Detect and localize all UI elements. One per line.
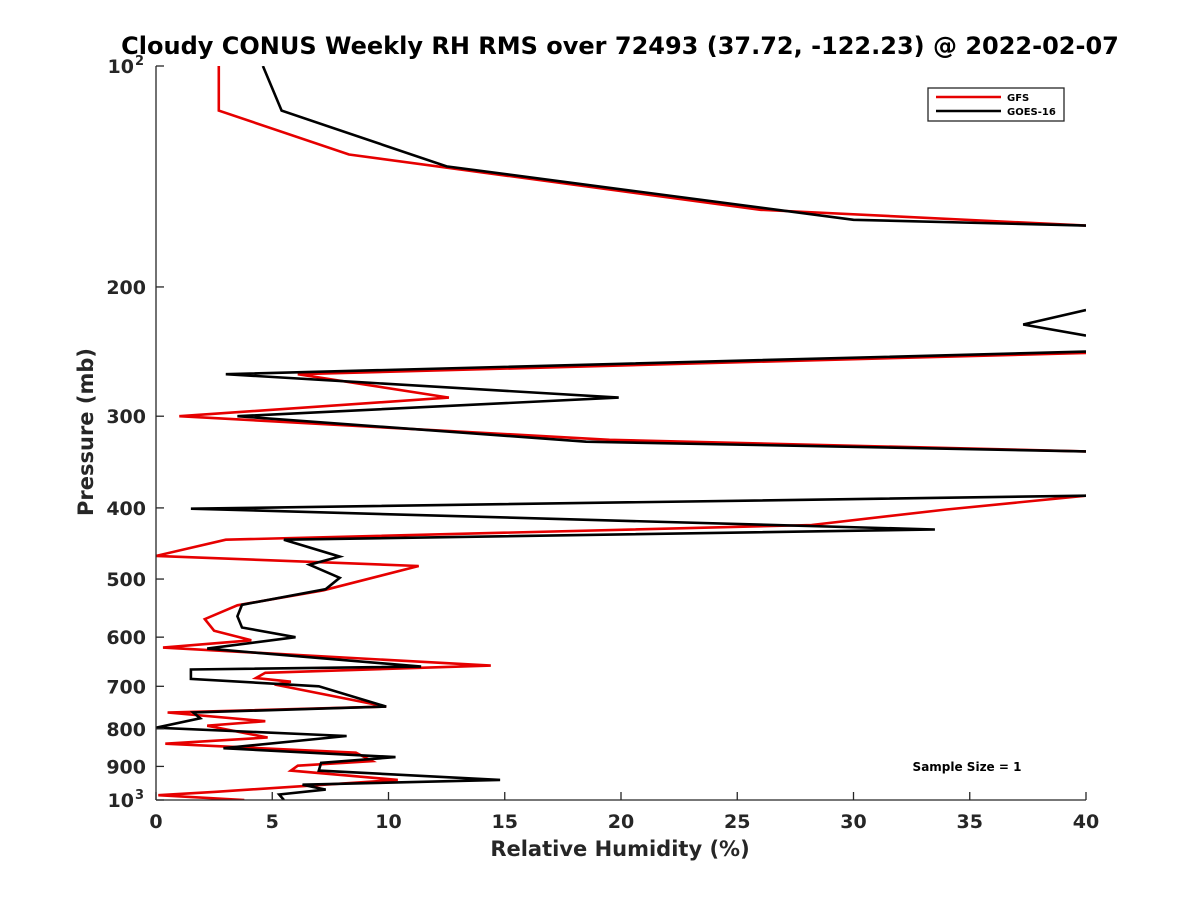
sample-size-annotation: Sample Size = 1	[913, 760, 1022, 774]
y-tick-exponent-100: 2	[135, 54, 144, 69]
x-tick-label-30: 30	[840, 811, 866, 833]
y-tick-label-700: 700	[106, 676, 146, 698]
y-tick-label-600: 600	[106, 627, 146, 649]
x-tick-label-5: 5	[266, 811, 279, 833]
y-tick-label-1000: 10	[108, 790, 134, 812]
x-tick-label-40: 40	[1073, 811, 1099, 833]
legend-box	[927, 87, 1065, 122]
legend-label-goes-16: GOES-16	[1007, 107, 1056, 118]
x-tick-label-25: 25	[724, 811, 750, 833]
y-tick-exponent-1000: 3	[135, 788, 144, 803]
y-tick-label-400: 400	[106, 498, 146, 520]
chart-title: Cloudy CONUS Weekly RH RMS over 72493 (3…	[121, 32, 1119, 60]
series-line-gfs-segment-1	[217, 66, 1086, 227]
y-tick-label-900: 900	[106, 756, 146, 778]
x-tick-label-35: 35	[957, 811, 983, 833]
series-layer	[156, 66, 1086, 800]
y-tick-label-300: 300	[106, 406, 146, 428]
legend: GFS GOES-16	[927, 87, 1065, 122]
legend-label-gfs: GFS	[1007, 93, 1029, 104]
y-tick-label-800: 800	[106, 719, 146, 741]
series-line-goes-16-segment-3	[225, 350, 1086, 453]
series-line-goes-16-segment-2	[1022, 308, 1086, 337]
y-tick-label-100: 10	[108, 56, 134, 78]
y-axis-label: Pressure (mb)	[74, 348, 98, 516]
series-line-gfs-segment-2	[179, 351, 1086, 453]
x-tick-label-20: 20	[608, 811, 634, 833]
y-tick-label-200: 200	[106, 277, 146, 299]
x-tick-label-0: 0	[149, 811, 162, 833]
series-line-gfs-segment-3	[156, 494, 1086, 800]
x-tick-label-15: 15	[492, 811, 518, 833]
x-tick-label-10: 10	[375, 811, 401, 833]
series-line-goes-16-segment-4	[156, 494, 1086, 800]
x-axis-label: Relative Humidity (%)	[490, 837, 749, 861]
series-line-goes-16-segment-1	[261, 66, 1086, 227]
y-tick-label-500: 500	[106, 569, 146, 591]
